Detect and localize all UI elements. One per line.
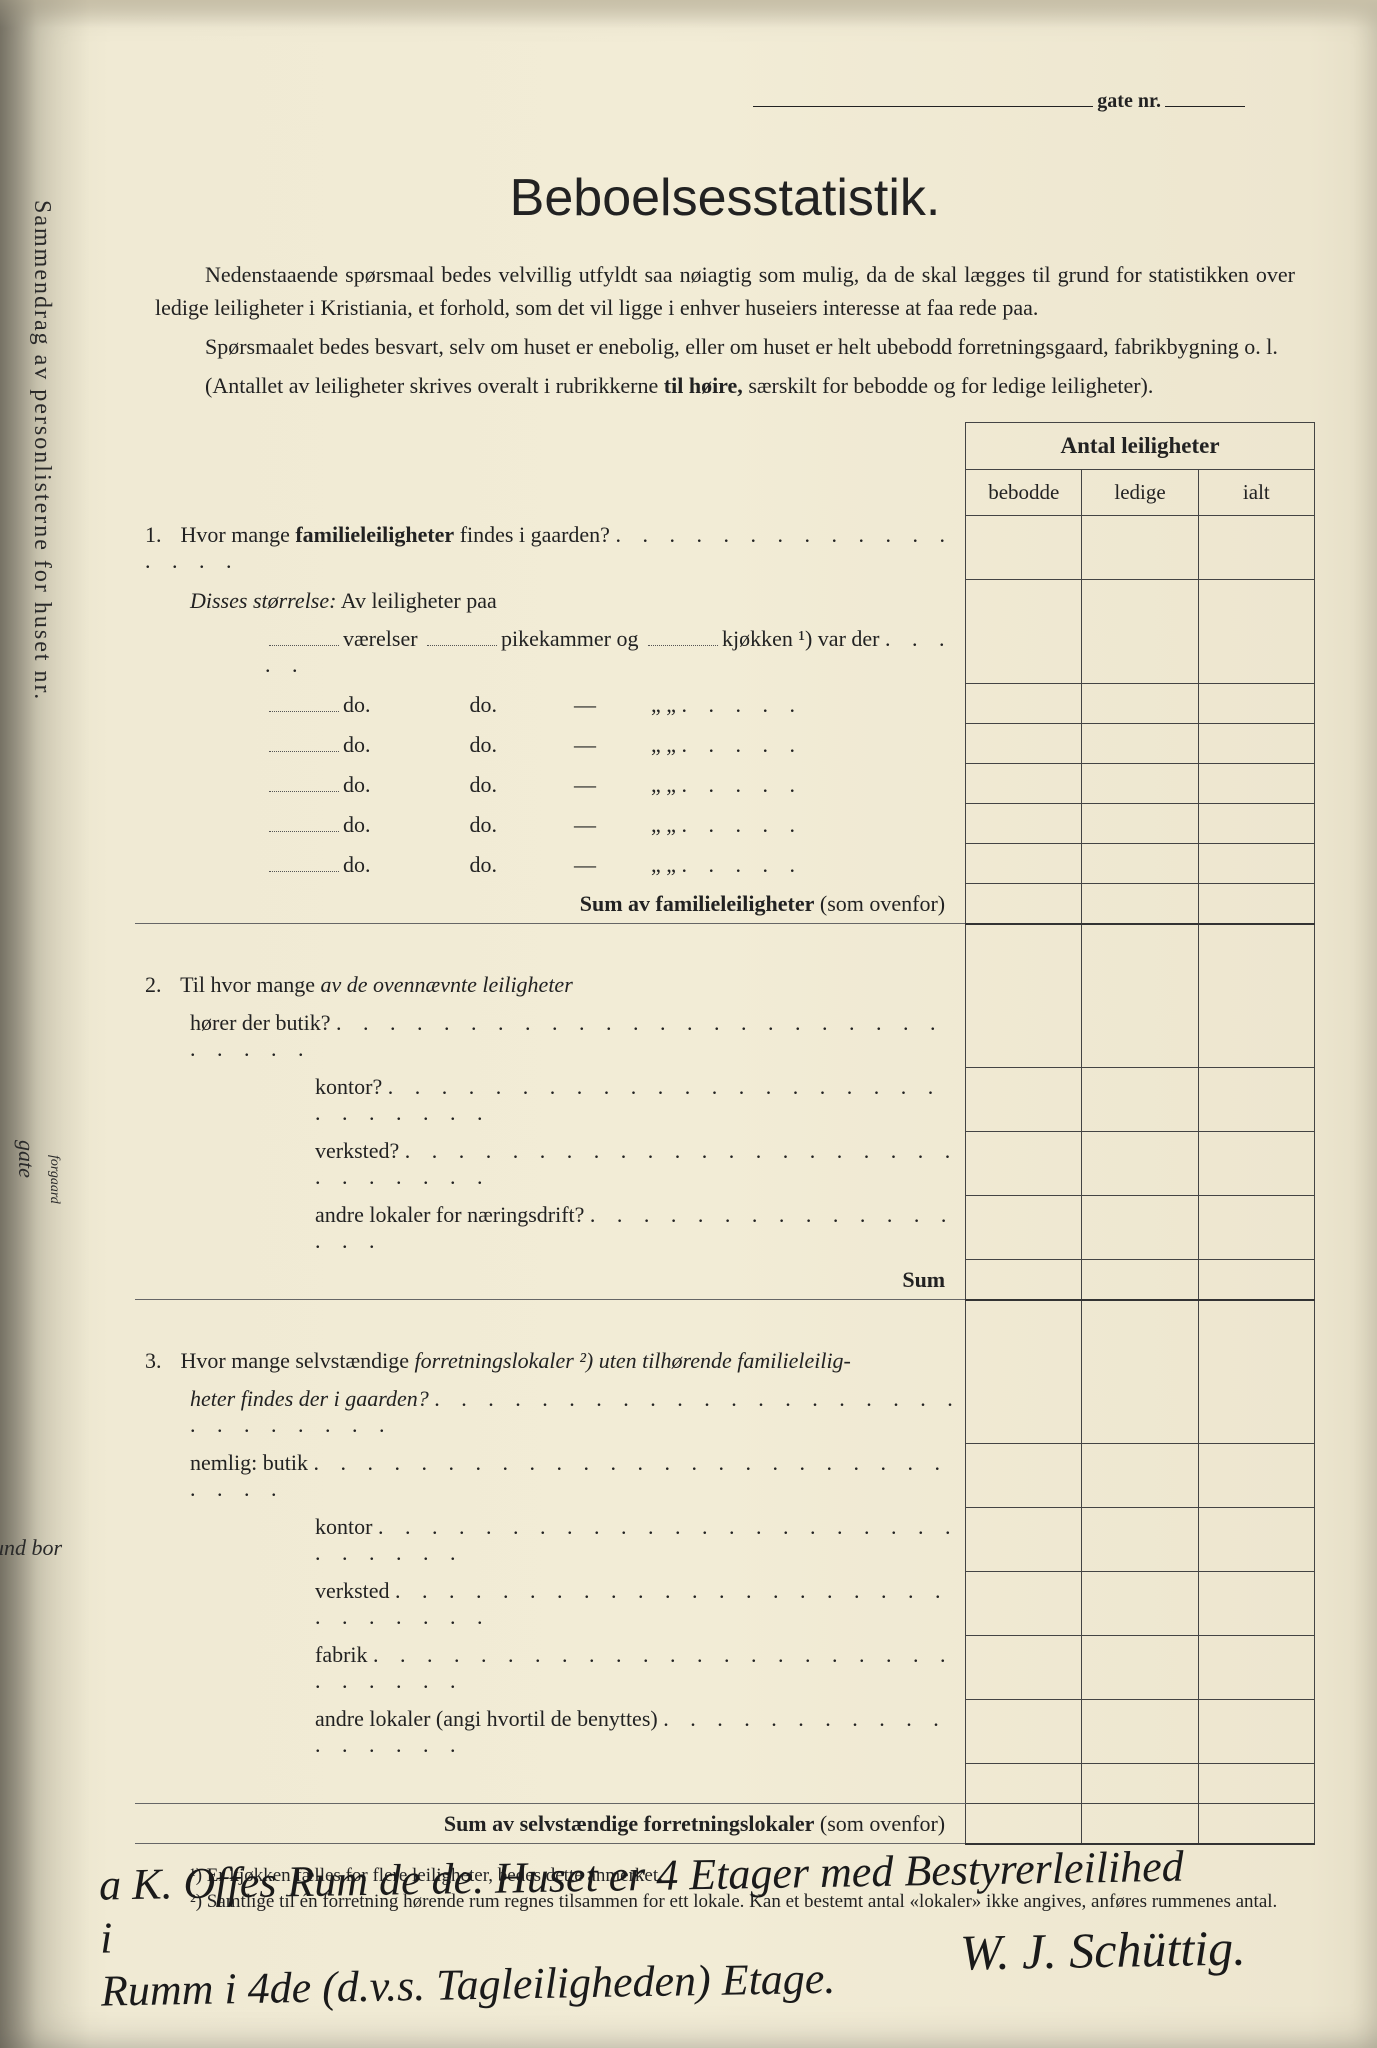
q3-sum-bebodde[interactable] — [966, 1804, 1082, 1844]
q1-do-row: do. do. — „ „ . . . . . — [135, 724, 966, 764]
q3-r2: verksted . . . . . . . . . . . . . . . .… — [135, 1572, 966, 1636]
q1-do-row: do. do. — „ „ . . . . . — [135, 684, 966, 724]
q1-do-row: do. do. — „ „ . . . . . — [135, 764, 966, 804]
gate-label: gate nr. — [1097, 90, 1161, 112]
q3-text2: heter findes der i gaarden? . . . . . . … — [135, 1380, 966, 1444]
q1-sum-ledige[interactable] — [1082, 884, 1198, 924]
page-title: Beboelsesstatistik. — [135, 168, 1315, 228]
q1-ledige[interactable] — [1082, 516, 1198, 580]
gate-number-line: gate nr. — [135, 90, 1315, 113]
q2-r4: andre lokaler for næringsdrift? . . . . … — [135, 1196, 966, 1260]
q2-sum-bebodde[interactable] — [966, 1260, 1082, 1300]
document-body: gate nr. Beboelsesstatistik. Nedenstaaen… — [135, 50, 1315, 1916]
th-bebodde: bebodde — [966, 470, 1082, 516]
q1-row-header: værelser pikekammer og kjøkken ¹) var de… — [135, 620, 966, 684]
q1-do-row: do. do. — „ „ . . . . . — [135, 804, 966, 844]
q1-bebodde[interactable] — [966, 516, 1082, 580]
intro-p3: (Antallet av leiligheter skrives overalt… — [155, 369, 1295, 402]
q1-sum-bebodde[interactable] — [966, 884, 1082, 924]
q1-r1-ledige[interactable] — [1082, 620, 1198, 684]
q2-sum: Sum — [135, 1260, 966, 1300]
q1-r1-ialt[interactable] — [1198, 620, 1314, 684]
th-ledige: ledige — [1082, 470, 1198, 516]
intro-p2: Spørsmaalet bedes besvart, selv om huset… — [155, 330, 1295, 363]
q3-sum-ialt[interactable] — [1198, 1804, 1314, 1844]
q1-ialt[interactable] — [1198, 516, 1314, 580]
th-ialt: ialt — [1198, 470, 1314, 516]
intro-paragraphs: Nedenstaaende spørsmaal bedes velvillig … — [135, 258, 1315, 402]
q3-text: 3. Hvor mange selvstændige forretningslo… — [135, 1340, 966, 1380]
q3-r1: kontor . . . . . . . . . . . . . . . . .… — [135, 1508, 966, 1572]
q2-r2: kontor? . . . . . . . . . . . . . . . . … — [135, 1068, 966, 1132]
margin-gate-label: gate — [13, 1140, 39, 1178]
handwritten-signature: W. J. Schüttig. — [959, 1918, 1246, 1983]
q1-do-row: do. do. — „ „ . . . . . — [135, 844, 966, 884]
q3-r4: andre lokaler (angi hvortil de benyttes)… — [135, 1700, 966, 1764]
margin-forgaard: forgaard — [46, 1155, 62, 1204]
statistics-table: Antal leiligheter bebodde ledige ialt 1.… — [135, 422, 1315, 1845]
q1-sum-ialt[interactable] — [1198, 884, 1314, 924]
q1-r1-bebodde[interactable] — [966, 620, 1082, 684]
q1-sum: Sum av familieleiligheter (som ovenfor) — [135, 884, 966, 924]
q2-r3: verksted? . . . . . . . . . . . . . . . … — [135, 1132, 966, 1196]
statistics-table-wrap: Antal leiligheter bebodde ledige ialt 1.… — [135, 422, 1315, 1845]
th-group: Antal leiligheter — [966, 423, 1315, 470]
q2-sum-ledige[interactable] — [1082, 1260, 1198, 1300]
q3-sum-ledige[interactable] — [1082, 1804, 1198, 1844]
intro-p1: Nedenstaaende spørsmaal bedes velvillig … — [155, 258, 1295, 324]
q2-sum-ialt[interactable] — [1198, 1260, 1314, 1300]
scanned-page: Sammendrag av personlisterne for huset n… — [0, 0, 1377, 2048]
margin-und-bor: und bor — [0, 1535, 62, 1561]
vertical-margin-text: Sammendrag av personlisterne for huset n… — [28, 200, 55, 701]
q3-r3: fabrik . . . . . . . . . . . . . . . . .… — [135, 1636, 966, 1700]
q1-text: 1. Hvor mange familieleiligheter findes … — [135, 516, 966, 580]
q2-r1: hører der butik? . . . . . . . . . . . .… — [135, 1004, 966, 1068]
q2-text: 2. Til hvor mange av de ovennævnte leili… — [135, 964, 966, 1004]
left-margin-area: Sammendrag av personlisterne for huset n… — [18, 0, 73, 2048]
q3-sum: Sum av selvstændige forretningslokaler (… — [135, 1804, 966, 1844]
q3-r0: nemlig: butik . . . . . . . . . . . . . … — [135, 1444, 966, 1508]
q1-sub: Disses størrelse: Av leiligheter paa — [135, 580, 966, 620]
page-top-shadow — [0, 0, 1377, 28]
